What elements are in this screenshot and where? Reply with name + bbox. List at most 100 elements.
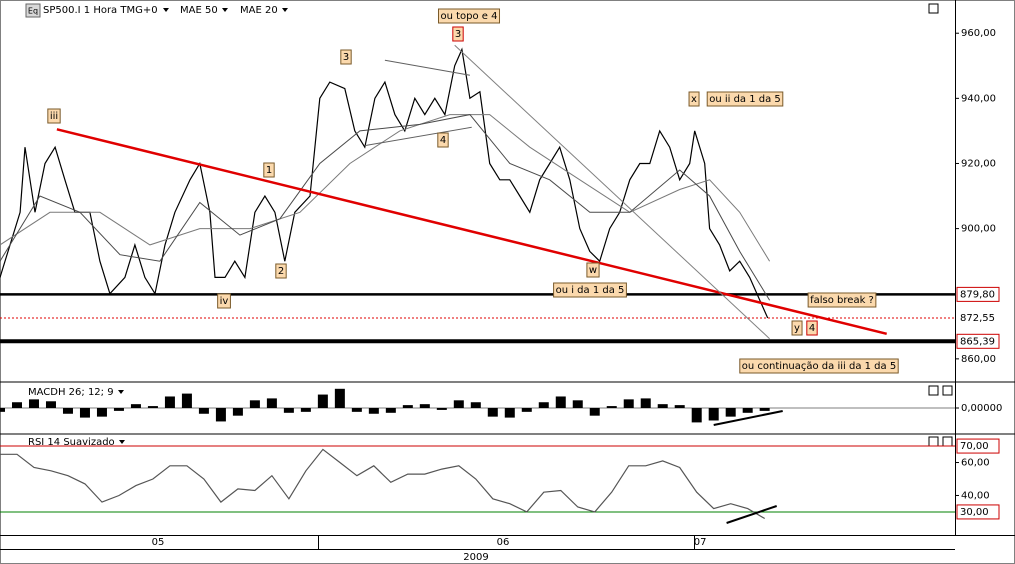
- dropdown-arrow[interactable]: [119, 440, 125, 444]
- histogram-bar: [0, 408, 5, 412]
- annotation: 4: [809, 323, 815, 334]
- histogram-bar: [181, 393, 192, 408]
- annotation: 1: [266, 165, 272, 176]
- annotation: 3: [455, 29, 461, 40]
- histogram-bar: [215, 408, 226, 422]
- level-label-box: [956, 438, 1000, 454]
- histogram-bar: [198, 408, 209, 414]
- indicator-label[interactable]: MAE 20: [240, 5, 278, 16]
- histogram-bar: [28, 399, 39, 408]
- annotation-box: [706, 91, 784, 107]
- trend-line: [56, 128, 887, 336]
- y-tick-label: 940,00: [961, 93, 996, 104]
- histogram-bar: [572, 400, 583, 408]
- level-label-box: [956, 286, 1000, 302]
- histogram-bar: [589, 408, 600, 416]
- annotation: iv: [220, 296, 229, 307]
- histogram-bar: [606, 406, 617, 408]
- annotation: ou topo e 4: [440, 11, 497, 22]
- annotation: 3: [343, 52, 349, 63]
- level-label: 865,39: [960, 336, 995, 347]
- annotation: ou ii da 1 da 5: [709, 94, 781, 105]
- symbol-icon: [25, 3, 41, 18]
- histogram-bar: [164, 396, 175, 408]
- histogram-bar: [283, 408, 294, 413]
- annotation-box: [452, 26, 464, 42]
- histogram-bar: [300, 408, 311, 412]
- histogram-bar: [742, 408, 753, 413]
- histogram-bar: [130, 404, 141, 408]
- annotation-box: [586, 262, 600, 278]
- histogram-bar: [266, 398, 277, 408]
- histogram-bar: [691, 408, 702, 423]
- trend-line: [454, 44, 770, 340]
- window-button[interactable]: [928, 385, 939, 396]
- window-button[interactable]: [942, 385, 953, 396]
- histogram-bar: [453, 400, 464, 408]
- histogram-bar: [62, 408, 73, 414]
- panel-title[interactable]: MACDH 26; 12; 9: [28, 387, 114, 398]
- histogram-bar: [351, 408, 362, 412]
- annotation: ou i da 1 da 5: [556, 285, 625, 296]
- trend-line: [726, 505, 778, 524]
- level-label: 30,00: [960, 507, 989, 518]
- histogram-bar: [334, 388, 345, 408]
- dropdown-arrow[interactable]: [163, 8, 169, 12]
- series-line: [0, 47, 769, 319]
- y-tick-label: 0,00000: [961, 403, 1002, 414]
- indicator-label[interactable]: MAE 50: [180, 5, 218, 16]
- annotation-box: [688, 91, 700, 107]
- annotation-box: [340, 49, 352, 65]
- dropdown-arrow[interactable]: [282, 8, 288, 12]
- level-label: 879,80: [960, 289, 995, 300]
- y-tick-label: 960,00: [961, 28, 996, 39]
- annotation-box: [437, 8, 501, 24]
- series-line: [0, 448, 766, 520]
- histogram-bar: [79, 408, 90, 418]
- symbol-icon-label: Eq: [28, 7, 38, 16]
- histogram-bar: [317, 394, 328, 408]
- annotation-box: [275, 263, 287, 279]
- histogram-bar: [640, 398, 651, 408]
- series-line: [0, 114, 771, 301]
- histogram-bar: [555, 396, 566, 408]
- dropdown-arrow[interactable]: [118, 390, 124, 394]
- annotation: y: [794, 323, 800, 334]
- y-tick-label: 60,00: [961, 458, 990, 469]
- annotation-box: [47, 108, 61, 124]
- histogram-bar: [11, 402, 22, 408]
- y-tick-label: 920,00: [961, 158, 996, 169]
- annotation: 2: [278, 266, 284, 277]
- histogram-bar: [504, 408, 515, 418]
- annotation: w: [589, 265, 597, 276]
- histogram-bar: [538, 402, 549, 408]
- window-button[interactable]: [928, 3, 939, 14]
- histogram-bar: [147, 406, 158, 408]
- y-tick-label: 900,00: [961, 224, 996, 235]
- annotation-box: [553, 282, 627, 298]
- histogram-bar: [759, 408, 770, 411]
- panel-title[interactable]: RSI 14 Suavizado: [28, 437, 115, 448]
- x-tick-label: 06: [497, 537, 510, 548]
- histogram-bar: [725, 408, 736, 417]
- panel-title[interactable]: SP500.I 1 Hora TMG+0: [43, 5, 158, 16]
- histogram-bar: [470, 402, 481, 408]
- histogram-bar: [368, 408, 379, 414]
- histogram-bar: [521, 408, 532, 412]
- histogram-bar: [436, 408, 447, 410]
- annotation-box: [263, 162, 275, 178]
- level-label-box: [956, 504, 1000, 520]
- annotation-box: [806, 320, 818, 336]
- histogram-bar: [657, 404, 668, 408]
- annotation: 4: [440, 135, 446, 146]
- annotation-box: [807, 292, 877, 308]
- x-tick-label: 07: [694, 537, 707, 548]
- level-label-box: [956, 333, 1000, 349]
- annotation: falso break ?: [810, 295, 874, 306]
- dropdown-arrow[interactable]: [222, 8, 228, 12]
- x-axis-label: 2009: [463, 552, 488, 563]
- histogram-bar: [232, 408, 243, 416]
- annotation: iii: [50, 111, 58, 122]
- histogram-bar: [487, 408, 498, 417]
